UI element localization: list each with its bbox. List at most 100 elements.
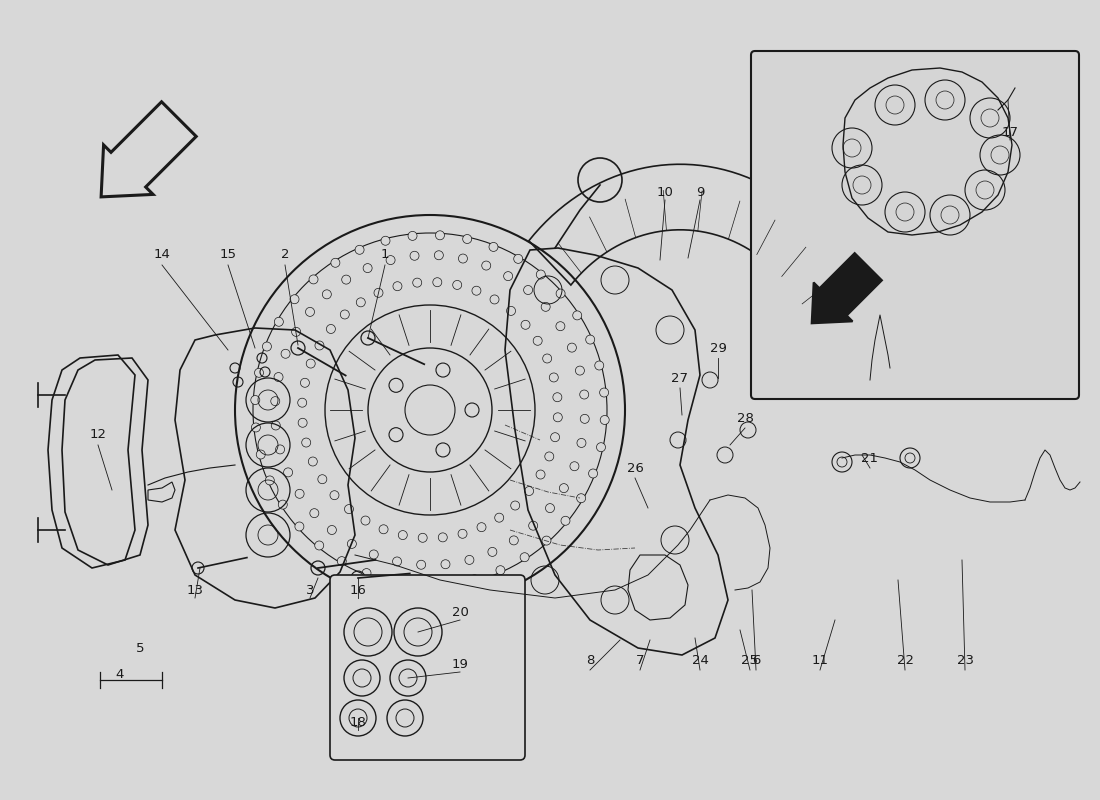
Text: 29: 29	[710, 342, 726, 354]
Circle shape	[568, 343, 576, 352]
Circle shape	[524, 286, 532, 294]
Circle shape	[529, 521, 538, 530]
Text: 10: 10	[657, 186, 673, 199]
Text: 17: 17	[1001, 126, 1019, 139]
Circle shape	[381, 236, 390, 246]
Circle shape	[292, 327, 300, 336]
Text: 4: 4	[116, 669, 124, 682]
Circle shape	[496, 566, 505, 574]
Circle shape	[557, 289, 565, 298]
Circle shape	[580, 414, 590, 423]
Circle shape	[393, 282, 402, 290]
Circle shape	[298, 418, 307, 427]
Circle shape	[389, 378, 403, 392]
Circle shape	[379, 525, 388, 534]
Circle shape	[537, 270, 546, 279]
Circle shape	[585, 335, 595, 344]
Circle shape	[298, 398, 307, 407]
Circle shape	[472, 286, 481, 295]
Text: 16: 16	[350, 583, 366, 597]
Circle shape	[282, 350, 290, 358]
Circle shape	[541, 302, 550, 311]
Circle shape	[436, 363, 450, 377]
Circle shape	[490, 242, 498, 251]
Circle shape	[331, 258, 340, 267]
Circle shape	[295, 490, 304, 498]
Circle shape	[549, 373, 559, 382]
Circle shape	[600, 388, 608, 397]
Circle shape	[330, 490, 339, 500]
Circle shape	[477, 522, 486, 532]
Circle shape	[338, 557, 346, 566]
Text: 15: 15	[220, 249, 236, 262]
Text: 1: 1	[381, 249, 389, 262]
Circle shape	[596, 442, 605, 452]
Circle shape	[525, 486, 533, 495]
Circle shape	[271, 397, 279, 406]
Circle shape	[315, 341, 324, 350]
Text: 18: 18	[350, 715, 366, 729]
Circle shape	[504, 272, 513, 281]
Circle shape	[436, 443, 450, 457]
Circle shape	[256, 450, 265, 459]
Circle shape	[252, 423, 261, 432]
Circle shape	[588, 469, 597, 478]
Circle shape	[573, 311, 582, 320]
Circle shape	[458, 530, 468, 538]
Circle shape	[536, 470, 544, 479]
Text: 27: 27	[671, 371, 689, 385]
Circle shape	[601, 415, 609, 425]
Circle shape	[263, 342, 272, 351]
Circle shape	[553, 393, 562, 402]
Circle shape	[272, 421, 280, 430]
Text: 5: 5	[135, 642, 144, 654]
Circle shape	[328, 526, 337, 534]
Circle shape	[274, 373, 283, 382]
Circle shape	[506, 306, 516, 315]
Circle shape	[254, 368, 264, 378]
Circle shape	[578, 438, 586, 447]
Circle shape	[340, 310, 350, 319]
Text: 3: 3	[306, 583, 315, 597]
Circle shape	[318, 474, 327, 484]
Circle shape	[315, 541, 323, 550]
Circle shape	[542, 536, 551, 545]
Circle shape	[534, 336, 542, 346]
Circle shape	[463, 234, 472, 243]
Circle shape	[284, 468, 293, 477]
Circle shape	[389, 428, 403, 442]
Text: 6: 6	[751, 654, 760, 666]
Circle shape	[560, 484, 569, 493]
Circle shape	[308, 457, 317, 466]
Text: 21: 21	[861, 451, 879, 465]
Circle shape	[410, 251, 419, 260]
Text: 20: 20	[452, 606, 469, 618]
Circle shape	[310, 509, 319, 518]
Circle shape	[580, 390, 588, 399]
Circle shape	[327, 325, 336, 334]
Circle shape	[388, 577, 397, 586]
Text: 7: 7	[636, 654, 645, 666]
Circle shape	[482, 261, 491, 270]
Circle shape	[386, 255, 395, 265]
Circle shape	[556, 322, 565, 330]
Text: 24: 24	[692, 654, 708, 666]
Circle shape	[398, 530, 407, 539]
Circle shape	[432, 278, 442, 286]
Circle shape	[546, 504, 554, 513]
Circle shape	[495, 513, 504, 522]
Circle shape	[488, 547, 497, 556]
Circle shape	[514, 254, 522, 263]
Circle shape	[278, 500, 287, 509]
Circle shape	[453, 281, 462, 290]
Circle shape	[470, 574, 478, 584]
Circle shape	[459, 254, 468, 263]
Circle shape	[344, 505, 353, 514]
Circle shape	[438, 533, 448, 542]
Text: 28: 28	[737, 411, 754, 425]
Circle shape	[542, 354, 552, 363]
FancyBboxPatch shape	[330, 575, 525, 760]
Circle shape	[306, 307, 315, 316]
Circle shape	[412, 278, 421, 287]
Circle shape	[418, 534, 427, 542]
